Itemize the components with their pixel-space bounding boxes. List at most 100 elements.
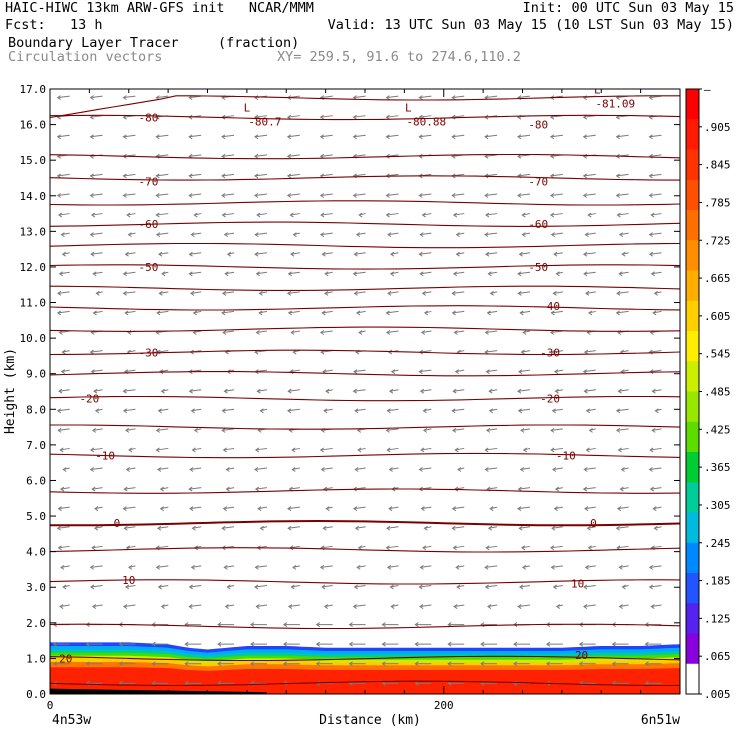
- wind-vector: [451, 95, 465, 101]
- wind-vector: [254, 251, 268, 257]
- colorbar-swatch: [686, 542, 699, 574]
- isotherm-label: -30: [540, 346, 560, 359]
- wind-vector: [456, 584, 465, 590]
- wind-vector: [545, 661, 563, 667]
- wind-vector: [584, 564, 596, 570]
- wind-vector: [553, 251, 563, 257]
- colorbar-swatch: [686, 512, 699, 544]
- wind-vector: [578, 641, 596, 647]
- y-tick-label: 17.0: [20, 83, 47, 96]
- wind-vector: [59, 486, 70, 492]
- wind-vector: [124, 251, 136, 257]
- colorbar-swatch: [686, 270, 699, 302]
- wind-vector: [616, 290, 629, 296]
- wind-vector: [95, 290, 103, 296]
- wind-vector: [157, 408, 169, 414]
- wind-vector: [193, 212, 202, 218]
- wind-vector: [585, 447, 596, 453]
- wind-vector: [61, 251, 70, 257]
- wind-vector: [188, 134, 202, 140]
- wind-vector: [282, 641, 300, 647]
- colorbar-label: .545: [704, 348, 731, 361]
- wind-vector: [390, 369, 399, 375]
- wind-vector: [61, 349, 70, 355]
- x-right-end-label: 6n51w: [641, 713, 680, 728]
- wind-vector: [387, 290, 399, 296]
- wind-vector: [554, 388, 563, 394]
- wind-vector: [254, 447, 268, 453]
- init-time: Init: 00 UTC Sun 03 May 15: [522, 0, 734, 16]
- wind-vector: [520, 349, 531, 355]
- wind-vector: [420, 506, 432, 512]
- x-left-end-label: 4n53w: [52, 713, 91, 728]
- colorbar-swatch: [686, 179, 699, 211]
- wind-vector: [352, 604, 366, 609]
- wind-vector: [254, 134, 268, 140]
- y-tick-label: 0.0: [26, 688, 46, 701]
- wind-vector: [223, 388, 235, 394]
- isotherm-label: -20: [79, 393, 99, 406]
- wind-vector: [257, 506, 268, 512]
- wind-vector: [60, 564, 70, 570]
- wind-vector: [452, 388, 465, 394]
- wind-vector: [517, 193, 531, 198]
- wind-vector: [225, 467, 235, 472]
- wind-vector: [62, 584, 70, 590]
- wind-vector: [419, 271, 432, 277]
- low-marker: L-80.88: [405, 101, 446, 128]
- wind-vector: [221, 153, 235, 159]
- colorbar-label: .785: [704, 196, 731, 209]
- wind-vector: [90, 584, 103, 590]
- wind-vector: [286, 193, 300, 198]
- wind-vector: [550, 232, 563, 238]
- wind-vector: [554, 369, 563, 375]
- wind-vector: [160, 388, 169, 394]
- wind-vector: [188, 486, 202, 492]
- wind-vector: [587, 212, 596, 218]
- wind-vector: [414, 680, 432, 686]
- wind-vector: [451, 290, 465, 296]
- wind-vector: [419, 232, 432, 238]
- wind-vector: [124, 310, 136, 316]
- wind-vector: [419, 564, 432, 570]
- wind-vector: [421, 290, 432, 296]
- wind-vector: [615, 525, 629, 531]
- wind-vector: [418, 134, 432, 140]
- wind-vector: [381, 641, 399, 647]
- wind-vector: [156, 349, 169, 355]
- wind-vector: [618, 564, 629, 570]
- wind-vector: [549, 193, 563, 198]
- wind-vector: [386, 525, 399, 531]
- wind-vector: [615, 408, 629, 414]
- wind-vector: [94, 506, 103, 512]
- wind-vector: [452, 271, 465, 277]
- wind-vector: [287, 388, 300, 394]
- wind-vector: [551, 525, 563, 531]
- wind-vector: [648, 173, 662, 179]
- wind-vector: [653, 525, 662, 531]
- isotherm-label: 10: [571, 578, 584, 591]
- wind-vector: [256, 388, 268, 394]
- isotherm-line: [50, 680, 680, 687]
- wind-vector: [89, 232, 103, 238]
- wind-vector: [421, 212, 432, 218]
- wind-vector: [418, 193, 432, 198]
- wind-vector: [520, 427, 531, 433]
- wind-vector: [484, 330, 498, 335]
- wind-vector: [85, 641, 103, 647]
- colorbar-label: –: [704, 83, 711, 96]
- wind-vector: [156, 310, 169, 316]
- wind-vector: [354, 408, 366, 414]
- colorbar-label: .425: [704, 423, 731, 436]
- wind-vector: [585, 408, 596, 414]
- overlay-name: Circulation vectors: [8, 49, 163, 65]
- forecast-hour: Fcst: 13 h: [5, 17, 103, 33]
- wind-vector: [122, 193, 136, 198]
- wind-vector: [221, 310, 235, 316]
- wind-vector: [420, 330, 432, 335]
- wind-vector: [193, 427, 202, 433]
- wind-vector: [388, 467, 399, 472]
- isotherm-label: 20: [575, 649, 588, 662]
- wind-vector: [56, 193, 70, 198]
- wind-vector: [389, 251, 399, 257]
